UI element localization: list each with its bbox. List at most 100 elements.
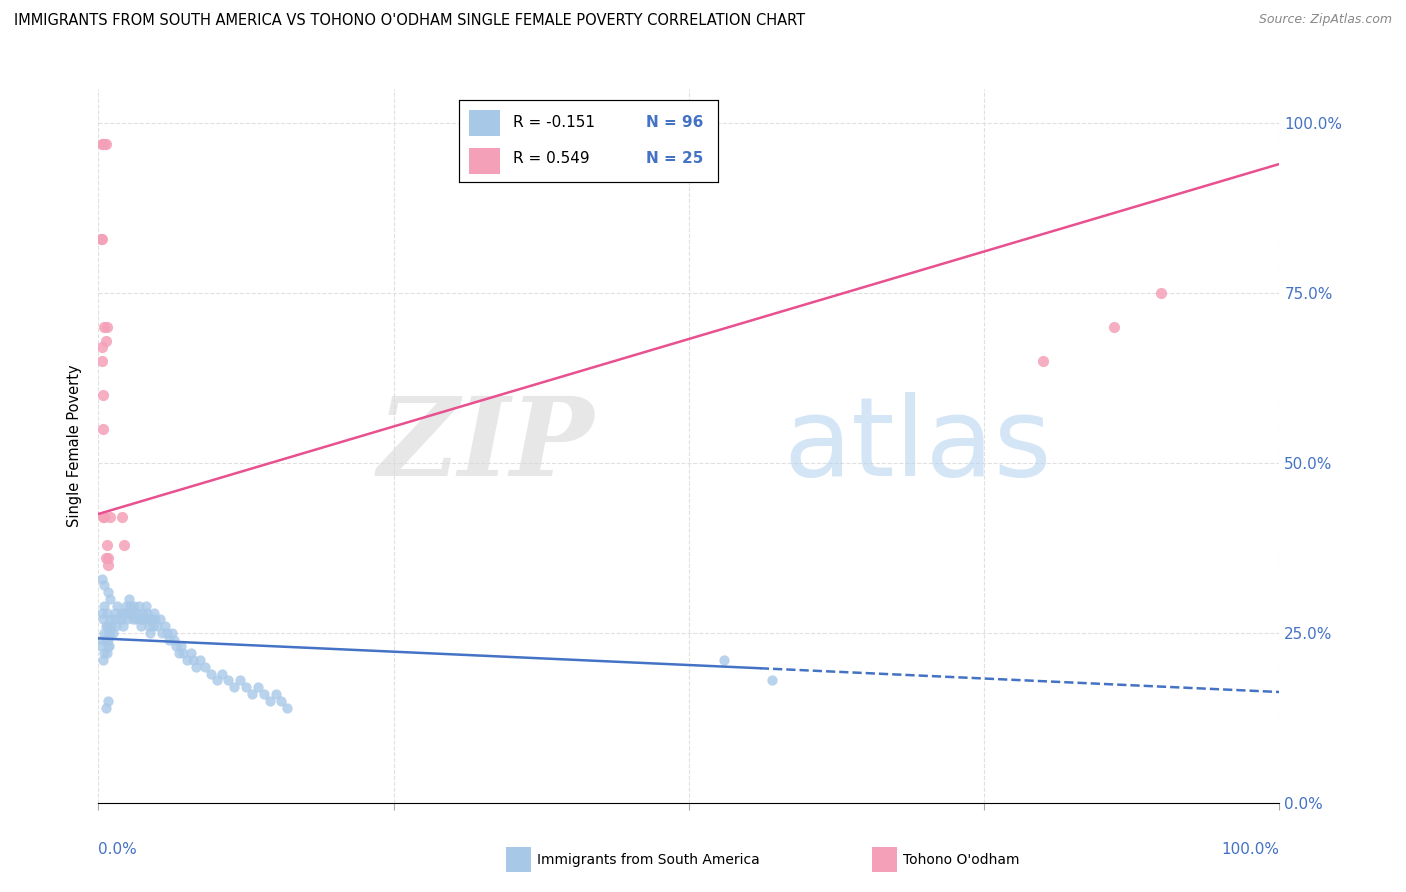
Point — [112, 619, 135, 633]
Point — [120, 599, 142, 613]
Point — [96, 320, 118, 334]
Point — [167, 646, 190, 660]
Point — [118, 591, 141, 606]
Point — [211, 666, 233, 681]
Point — [163, 632, 186, 647]
Point — [96, 619, 118, 633]
Point — [93, 646, 115, 660]
Point — [205, 673, 228, 688]
Point — [136, 612, 159, 626]
Point — [217, 673, 239, 688]
Point — [97, 640, 120, 654]
Point — [115, 612, 138, 626]
Point — [128, 599, 150, 613]
Text: ZIP: ZIP — [378, 392, 595, 500]
Point — [96, 646, 118, 660]
Point — [103, 612, 125, 626]
Point — [93, 510, 115, 524]
Point — [94, 632, 117, 647]
Point — [97, 626, 120, 640]
Point — [97, 558, 120, 572]
Point — [97, 694, 120, 708]
Point — [91, 136, 114, 151]
Point — [138, 619, 160, 633]
Point — [93, 136, 115, 151]
Point — [93, 320, 115, 334]
Point — [97, 551, 120, 566]
Point — [98, 640, 121, 654]
Point — [131, 612, 153, 626]
Point — [94, 700, 117, 714]
Point — [101, 626, 124, 640]
Point — [259, 694, 281, 708]
Point — [91, 510, 114, 524]
Point — [100, 619, 122, 633]
Point — [180, 646, 202, 660]
Point — [111, 612, 134, 626]
Point — [253, 687, 276, 701]
Point — [91, 354, 114, 368]
Point — [112, 606, 135, 620]
Point — [93, 599, 115, 613]
Point — [94, 619, 117, 633]
Point — [91, 606, 114, 620]
Point — [150, 626, 173, 640]
Point — [1102, 320, 1125, 334]
Point — [134, 612, 156, 626]
Point — [112, 537, 135, 551]
Point — [91, 341, 114, 355]
Point — [121, 606, 143, 620]
Point — [153, 619, 176, 633]
Point — [93, 578, 115, 592]
Point — [121, 612, 143, 626]
Point — [1150, 286, 1173, 301]
Point — [146, 619, 169, 633]
Point — [98, 626, 121, 640]
Text: atlas: atlas — [783, 392, 1052, 500]
Point — [91, 572, 114, 586]
Point — [111, 510, 134, 524]
Text: IMMIGRANTS FROM SOUTH AMERICA VS TOHONO O'ODHAM SINGLE FEMALE POVERTY CORRELATIO: IMMIGRANTS FROM SOUTH AMERICA VS TOHONO … — [14, 13, 806, 29]
Point — [98, 591, 121, 606]
Point — [110, 606, 132, 620]
Point — [240, 687, 263, 701]
Point — [160, 626, 183, 640]
Point — [96, 606, 118, 620]
Point — [91, 612, 114, 626]
Point — [93, 626, 115, 640]
Point — [117, 606, 139, 620]
Point — [98, 612, 121, 626]
Point — [186, 660, 208, 674]
Point — [229, 673, 252, 688]
Point — [264, 687, 287, 701]
Point — [98, 510, 121, 524]
Point — [90, 232, 112, 246]
Point — [156, 626, 179, 640]
Point — [124, 606, 146, 620]
Point — [125, 612, 148, 626]
Point — [761, 673, 783, 688]
Point — [97, 632, 120, 647]
Point — [143, 612, 166, 626]
Point — [135, 606, 157, 620]
Point — [94, 334, 117, 348]
Point — [224, 680, 246, 694]
Point — [170, 640, 193, 654]
Point — [142, 619, 165, 633]
Point — [105, 599, 128, 613]
Point — [172, 646, 194, 660]
Point — [127, 606, 149, 620]
Point — [270, 694, 292, 708]
Point — [200, 666, 222, 681]
Point — [108, 612, 131, 626]
Point — [114, 599, 136, 613]
Point — [149, 612, 172, 626]
Point — [142, 606, 165, 620]
Text: 0.0%: 0.0% — [98, 842, 138, 857]
Point — [91, 632, 114, 647]
Point — [139, 626, 162, 640]
Point — [176, 653, 198, 667]
Point — [188, 653, 211, 667]
Text: Tohono O'odham: Tohono O'odham — [903, 853, 1019, 867]
Point — [129, 619, 152, 633]
